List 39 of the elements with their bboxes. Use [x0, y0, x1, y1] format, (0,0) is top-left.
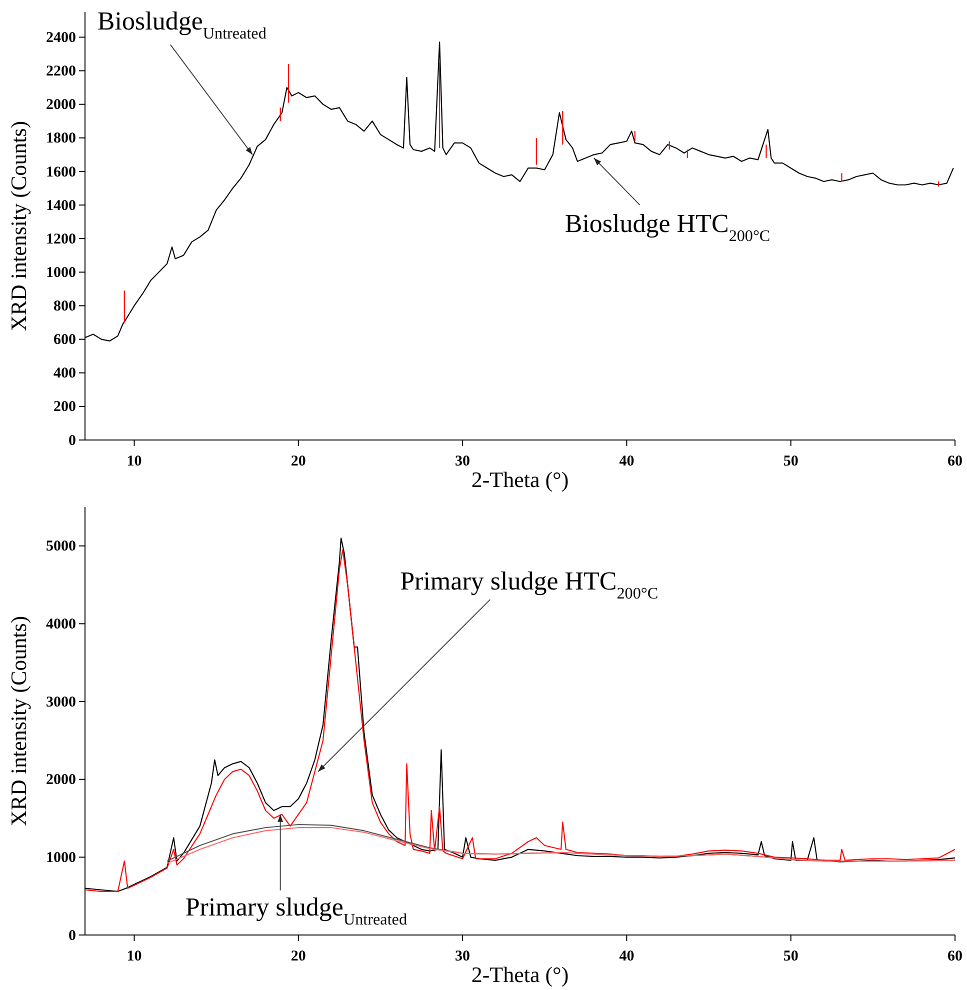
x-axis-title: 2-Theta (°): [471, 962, 569, 987]
y-tick-label: 5000: [46, 538, 76, 555]
y-tick-label: 600: [54, 332, 76, 348]
y-tick-label: 0: [68, 928, 76, 944]
x-tick-label: 10: [126, 454, 142, 470]
y-tick-label: 2000: [46, 97, 76, 114]
y-tick-label: 800: [54, 298, 76, 315]
y-tick-label: 4000: [46, 616, 76, 633]
x-tick-label: 40: [619, 454, 634, 470]
x-tick-label: 50: [783, 454, 798, 470]
y-tick-label: 200: [54, 399, 76, 416]
y-tick-label: 400: [54, 366, 76, 382]
x-axis-title: 2-Theta (°): [471, 467, 569, 492]
x-tick-label: 50: [783, 948, 798, 964]
y-tick-label: 1000: [46, 264, 76, 281]
annotation: Primary sludge HTC$_{200°C}$: [400, 566, 658, 602]
x-tick-label: 60: [948, 454, 962, 470]
annotation: Biosludge$_{Untreated}$: [97, 6, 266, 42]
y-tick-label: 1200: [46, 231, 76, 248]
x-tick-label: 30: [455, 454, 470, 470]
x-tick-label: 30: [455, 948, 470, 964]
y-tick-label: 2000: [46, 772, 76, 788]
y-axis-title: XRD intensity (Counts): [6, 120, 31, 332]
y-tick-label: 3000: [46, 694, 76, 710]
y-tick-label: 2200: [46, 64, 76, 80]
y-tick-label: 1600: [46, 164, 76, 180]
x-tick-label: 20: [290, 454, 306, 470]
y-tick-label: 1000: [46, 850, 76, 866]
x-tick-label: 60: [948, 948, 962, 964]
x-tick-label: 10: [126, 948, 142, 964]
y-tick-label: 1800: [46, 130, 76, 147]
y-tick-label: 1400: [46, 198, 76, 214]
y-axis-title: XRD intensity (Counts): [6, 616, 31, 826]
y-tick-label: 2400: [46, 30, 76, 46]
annotation: Primary sludge$_{Untreated}$: [185, 892, 408, 928]
y-tick-label: 0: [68, 432, 76, 449]
x-tick-label: 40: [619, 948, 634, 964]
annotation: Biosludge HTC$_{200°C}$: [564, 209, 770, 245]
x-tick-label: 20: [290, 948, 306, 964]
